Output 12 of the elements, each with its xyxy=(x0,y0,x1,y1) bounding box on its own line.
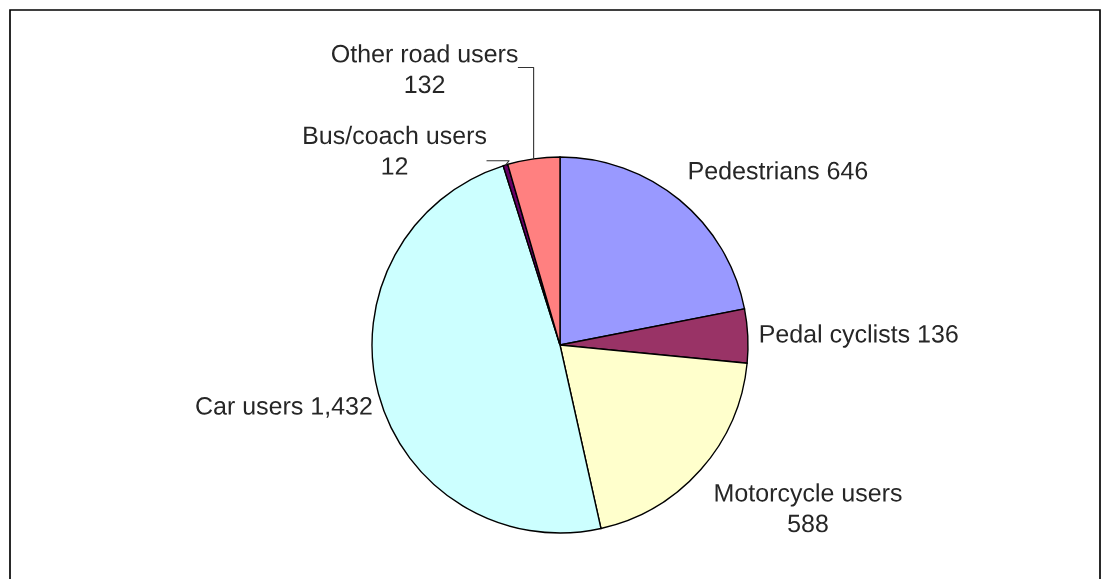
slice-label: Motorcycle users xyxy=(715,483,902,507)
slice-label: Other road users xyxy=(331,44,518,63)
slice-label: Pedestrians xyxy=(689,161,819,180)
data-label: 1,432 xyxy=(312,397,372,418)
data-label: 12 xyxy=(382,157,408,175)
data-label: 588 xyxy=(788,514,828,533)
data-label: 646 xyxy=(827,161,868,180)
slice-label: Pedal cyclists xyxy=(760,324,910,348)
slice-label: Bus/coach users xyxy=(304,125,487,145)
slice-label: Car users xyxy=(196,397,303,415)
data-label: 132 xyxy=(405,75,445,94)
data-label: 136 xyxy=(918,324,958,343)
